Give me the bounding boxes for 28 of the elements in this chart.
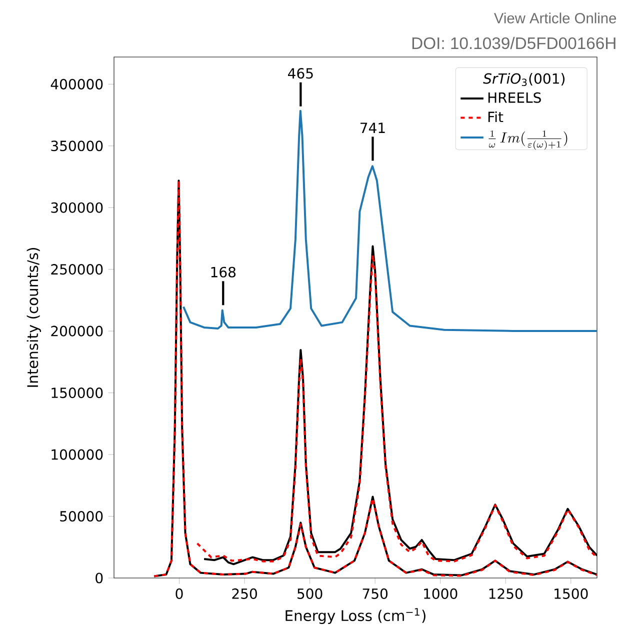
annotation: 465 — [288, 68, 313, 79]
y-tick-label: 50000 — [60, 510, 103, 522]
y-axis-title: Intensity (counts/s) — [26, 248, 41, 387]
y-tick-label: 300000 — [51, 202, 103, 213]
y-tick-label: 400000 — [50, 78, 103, 90]
legend-title: SrTiO$_{3}$(001) — [483, 73, 565, 86]
text: View Article Online — [494, 12, 616, 24]
x-tick-label: 250 — [232, 588, 257, 599]
y-tick-label: 100000 — [52, 449, 103, 460]
x-tick-label: 1500 — [554, 588, 588, 599]
legend-label: $\frac{1}{\omega}\,Im(\frac{1}{\varepsilon(\omega)+1})$ — [488, 130, 568, 150]
x-tick-label: 500 — [298, 588, 322, 599]
x-tick-label: 1250 — [489, 588, 522, 599]
annotation: 168 — [211, 266, 236, 278]
x-tick-label: 0 — [176, 588, 183, 599]
legend-label: HREELS — [488, 92, 541, 103]
line-series — [182, 110, 597, 332]
x-tick-label: 750 — [362, 588, 388, 599]
legend-label: Fit — [488, 111, 504, 122]
x-tick-label: 1000 — [424, 588, 458, 599]
y-tick-label: 0 — [96, 572, 103, 584]
x-axis-title: Energy Loss (cm$^{−1}$) — [286, 608, 426, 624]
y-tick-label: 250000 — [51, 264, 103, 275]
y-tick-label: 150000 — [52, 388, 103, 398]
text: DOI: 10.1039/D5FD00166H — [412, 36, 616, 50]
y-tick-label: 350000 — [51, 140, 103, 152]
annotation: 741 — [360, 122, 385, 133]
y-tick-label: 200000 — [51, 326, 103, 336]
